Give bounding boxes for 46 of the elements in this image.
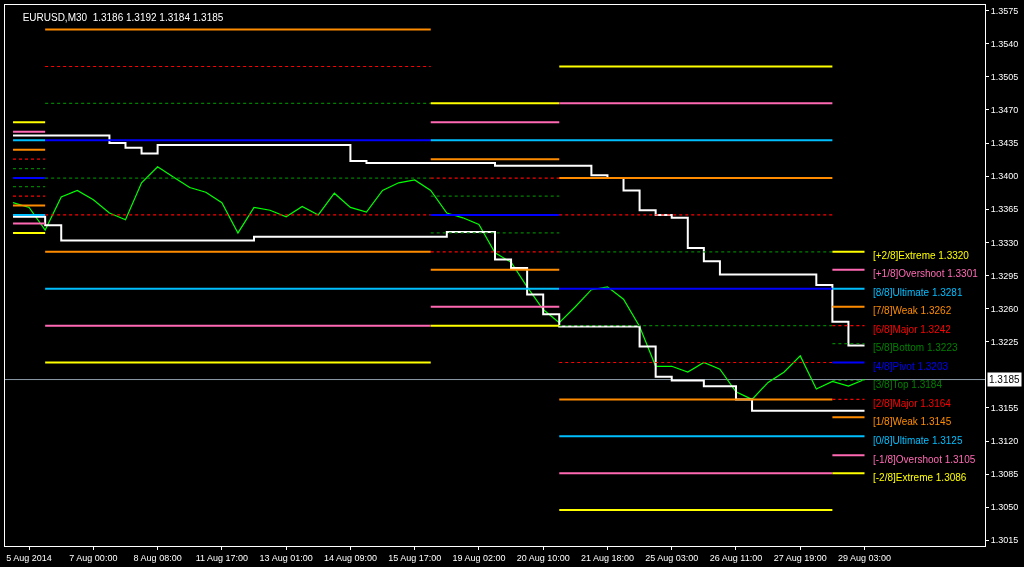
text: [-1/8]Overshoot 1.3105	[873, 454, 976, 465]
x-tick-label: 20 Aug 10:00	[516, 552, 570, 563]
text: EURUSD,M30 1.3186 1.3192 1.3184 1.3185	[22, 12, 224, 24]
y-tick-label: 1.3260	[990, 303, 1019, 314]
text: [+1/8]Overshoot 1.3301	[873, 268, 979, 279]
text: [-2/8]Extreme 1.3086	[873, 472, 967, 483]
text: [0/8]Ultimate 1.3125	[873, 435, 963, 446]
x-tick-label: 7 Aug 00:00	[69, 552, 118, 563]
text: [+2/8]Extreme 1.3320	[873, 250, 970, 261]
y-tick-label: 1.3015	[990, 535, 1019, 546]
y-tick-label: 1.3330	[990, 237, 1019, 248]
y-tick-label: 1.3085	[990, 469, 1019, 480]
x-tick-label: 27 Aug 19:00	[773, 552, 827, 563]
x-tick-label: 25 Aug 03:00	[645, 552, 699, 563]
text: [5/8]Bottom 1.3223	[873, 342, 958, 353]
x-tick-label: 21 Aug 18:00	[580, 552, 634, 563]
ref-line-label: 1.3185	[989, 374, 1021, 385]
x-tick-label: 14 Aug 09:00	[323, 552, 377, 563]
x-tick-label: 13 Aug 01:00	[259, 552, 313, 563]
y-tick-label: 1.3225	[990, 336, 1019, 347]
y-tick-label: 1.3050	[990, 502, 1019, 513]
text: [4/8]Pivot 1.3203	[873, 361, 949, 372]
x-tick-label: 5 Aug 2014	[6, 552, 52, 563]
y-tick-label: 1.3435	[990, 138, 1019, 149]
x-tick-label: 19 Aug 02:00	[452, 552, 506, 563]
text: [3/8]Top 1.3184	[873, 379, 943, 390]
text: [1/8]Weak 1.3145	[873, 416, 952, 427]
x-tick-label: 11 Aug 17:00	[195, 552, 249, 563]
line-series	[12, 166, 866, 400]
x-tick-label: 26 Aug 11:00	[709, 552, 763, 563]
y-tick-label: 1.3295	[990, 270, 1019, 281]
y-tick-label: 1.3470	[990, 105, 1019, 116]
y-tick-label: 1.3540	[990, 38, 1019, 49]
text: [6/8]Major 1.3242	[873, 324, 952, 335]
text: [7/8]Weak 1.3262	[873, 305, 952, 316]
x-tick-label: 15 Aug 17:00	[388, 552, 442, 563]
x-tick-label: 8 Aug 08:00	[133, 552, 182, 563]
y-tick-label: 1.3575	[990, 5, 1019, 16]
x-tick-label: 29 Aug 03:00	[837, 552, 892, 563]
y-tick-label: 1.3400	[990, 171, 1019, 182]
text: [2/8]Major 1.3164	[873, 398, 952, 409]
y-tick-label: 1.3120	[990, 436, 1019, 447]
y-tick-label: 1.3155	[990, 403, 1019, 414]
y-tick-label: 1.3505	[990, 72, 1019, 83]
y-tick-label: 1.3365	[990, 204, 1019, 215]
text: [8/8]Ultimate 1.3281	[873, 287, 963, 298]
